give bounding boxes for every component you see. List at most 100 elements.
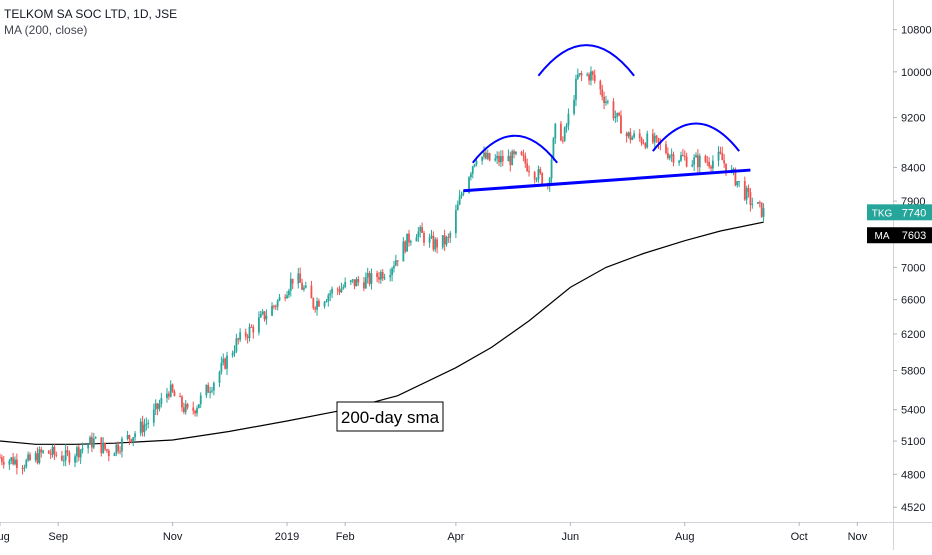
candle[interactable]: [15, 453, 18, 475]
candle[interactable]: [94, 436, 97, 439]
candle[interactable]: [462, 190, 465, 197]
candle[interactable]: [171, 383, 174, 393]
candle[interactable]: [173, 389, 176, 397]
candle[interactable]: [226, 351, 228, 376]
candle[interactable]: [454, 204, 457, 238]
candle[interactable]: [318, 298, 320, 308]
candle[interactable]: [169, 380, 172, 398]
neckline[interactable]: [463, 168, 751, 193]
candle[interactable]: [445, 235, 448, 247]
candle[interactable]: [704, 154, 707, 164]
candle[interactable]: [10, 456, 13, 465]
candle[interactable]: [117, 441, 120, 454]
candle[interactable]: [259, 310, 262, 318]
candle[interactable]: [370, 268, 373, 290]
candle[interactable]: [130, 438, 133, 444]
candle[interactable]: [301, 278, 303, 291]
candle[interactable]: [338, 285, 341, 296]
candle[interactable]: [113, 452, 116, 457]
candle[interactable]: [681, 148, 684, 157]
candle[interactable]: [593, 69, 596, 84]
candle[interactable]: [167, 391, 170, 400]
candle[interactable]: [471, 165, 474, 179]
candle[interactable]: [484, 148, 487, 160]
candle[interactable]: [265, 309, 268, 325]
candle[interactable]: [327, 293, 330, 307]
candle[interactable]: [68, 450, 71, 465]
candle[interactable]: [520, 150, 523, 156]
candle[interactable]: [394, 254, 397, 267]
candle[interactable]: [76, 445, 78, 463]
candle[interactable]: [23, 464, 26, 472]
candle[interactable]: [653, 132, 656, 149]
candle[interactable]: [513, 149, 515, 159]
candle[interactable]: [708, 157, 711, 169]
candle[interactable]: [524, 152, 527, 168]
candle[interactable]: [55, 451, 58, 458]
candle[interactable]: [145, 417, 148, 431]
candle[interactable]: [89, 435, 91, 445]
candle[interactable]: [758, 200, 761, 208]
candle[interactable]: [220, 356, 223, 375]
candle[interactable]: [134, 431, 136, 441]
candle[interactable]: [578, 72, 581, 77]
ma-200-line[interactable]: [0, 221, 764, 445]
candle[interactable]: [494, 154, 497, 162]
candle[interactable]: [27, 451, 30, 462]
candle[interactable]: [509, 151, 512, 172]
candle[interactable]: [276, 299, 279, 311]
candle[interactable]: [100, 437, 103, 457]
candle[interactable]: [421, 222, 424, 234]
candle[interactable]: [12, 452, 15, 466]
candle[interactable]: [368, 271, 371, 287]
candle[interactable]: [526, 158, 529, 173]
candle[interactable]: [415, 234, 418, 242]
candle[interactable]: [605, 96, 607, 106]
candle[interactable]: [640, 136, 643, 146]
candle[interactable]: [717, 146, 720, 167]
candle[interactable]: [289, 272, 292, 297]
candle[interactable]: [81, 442, 84, 454]
candle[interactable]: [128, 434, 131, 446]
candle[interactable]: [406, 233, 409, 252]
candle[interactable]: [263, 311, 266, 322]
candle[interactable]: [550, 156, 553, 183]
candle[interactable]: [304, 281, 307, 289]
candle[interactable]: [158, 399, 161, 412]
candle[interactable]: [391, 266, 393, 282]
candle[interactable]: [432, 231, 435, 252]
candle[interactable]: [364, 272, 367, 289]
candle[interactable]: [483, 146, 485, 160]
candle[interactable]: [747, 184, 750, 198]
candle[interactable]: [104, 442, 106, 452]
candle[interactable]: [743, 176, 746, 201]
candle[interactable]: [507, 149, 510, 162]
candle[interactable]: [591, 70, 594, 81]
candle[interactable]: [42, 449, 45, 455]
candle[interactable]: [501, 150, 504, 167]
candle[interactable]: [500, 150, 502, 168]
candle[interactable]: [567, 108, 570, 131]
candle[interactable]: [762, 203, 765, 222]
candle[interactable]: [77, 444, 80, 462]
candle[interactable]: [537, 165, 540, 183]
candle[interactable]: [725, 163, 727, 176]
candle[interactable]: [53, 444, 56, 461]
candle[interactable]: [235, 333, 238, 354]
candle[interactable]: [616, 112, 619, 123]
candle[interactable]: [91, 432, 93, 453]
candle[interactable]: [351, 278, 354, 284]
candle[interactable]: [186, 402, 189, 410]
candle[interactable]: [629, 128, 632, 144]
candle[interactable]: [685, 152, 688, 168]
candle[interactable]: [481, 156, 484, 165]
candle[interactable]: [286, 291, 288, 299]
candle[interactable]: [563, 126, 566, 142]
candle[interactable]: [646, 130, 649, 149]
candle[interactable]: [246, 333, 249, 344]
candle[interactable]: [670, 148, 673, 162]
candle[interactable]: [515, 151, 517, 156]
candle[interactable]: [107, 448, 110, 462]
candle[interactable]: [396, 260, 399, 267]
candle[interactable]: [383, 273, 386, 281]
